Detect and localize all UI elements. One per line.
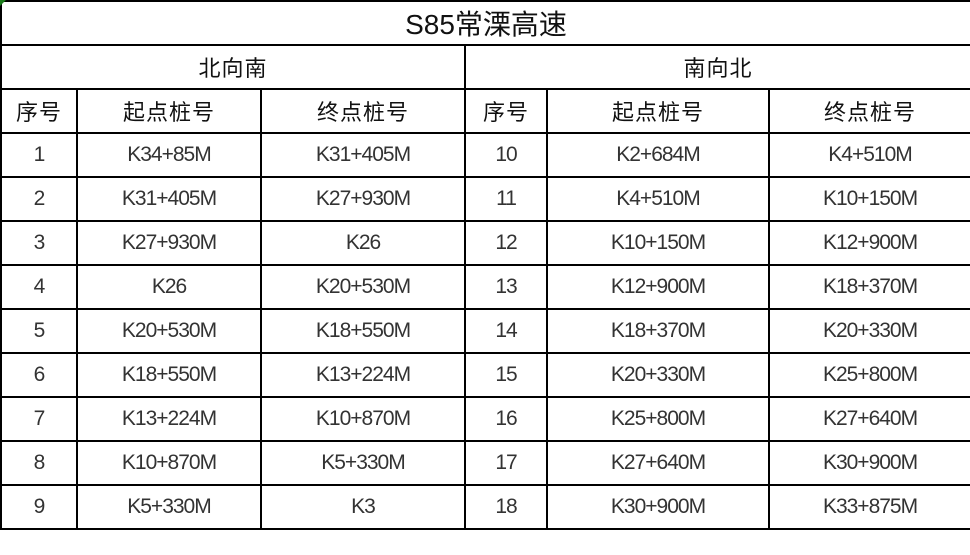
index-cell: 9 <box>0 484 78 530</box>
start-station-cell: K4+510M <box>546 176 770 222</box>
end-station-cell: K12+900M <box>767 220 970 266</box>
start-station-cell: K18+370M <box>546 308 770 354</box>
table-row: 5 K20+530M K18+550M 14 K18+370M K20+330M <box>0 308 970 354</box>
start-station-cell: K10+150M <box>546 220 770 266</box>
start-station-cell: K27+640M <box>546 440 770 486</box>
header-row: 序号 起点桩号 终点桩号 序号 起点桩号 终点桩号 <box>0 88 970 134</box>
header-index: 序号 <box>0 88 78 134</box>
header-end-station: 终点桩号 <box>260 88 466 134</box>
end-station-cell: K5+330M <box>260 440 466 486</box>
start-station-cell: K34+85M <box>76 132 262 178</box>
index-cell: 3 <box>0 220 78 266</box>
start-station-cell: K26 <box>76 264 262 310</box>
start-station-cell: K13+224M <box>76 396 262 442</box>
index-cell: 18 <box>464 484 548 530</box>
table-row: 9 K5+330M K3 18 K30+900M K33+875M <box>0 484 970 530</box>
start-station-cell: K31+405M <box>76 176 262 222</box>
start-station-cell: K5+330M <box>76 484 262 530</box>
title-row: S85常溧高速 <box>0 0 970 46</box>
index-cell: 4 <box>0 264 78 310</box>
start-station-cell: K12+900M <box>546 264 770 310</box>
index-cell: 11 <box>464 176 548 222</box>
end-station-cell: K4+510M <box>767 132 970 178</box>
end-station-cell: K20+330M <box>767 308 970 354</box>
cell-selection-marker <box>0 0 6 6</box>
end-station-cell: K10+870M <box>260 396 466 442</box>
header-index: 序号 <box>464 88 548 134</box>
index-cell: 8 <box>0 440 78 486</box>
start-station-cell: K2+684M <box>546 132 770 178</box>
index-cell: 12 <box>464 220 548 266</box>
start-station-cell: K10+870M <box>76 440 262 486</box>
index-cell: 13 <box>464 264 548 310</box>
end-station-cell: K3 <box>260 484 466 530</box>
table-row: 7 K13+224M K10+870M 16 K25+800M K27+640M <box>0 396 970 442</box>
table-row: 3 K27+930M K26 12 K10+150M K12+900M <box>0 220 970 266</box>
start-station-cell: K20+530M <box>76 308 262 354</box>
end-station-cell: K10+150M <box>767 176 970 222</box>
header-start-station: 起点桩号 <box>546 88 770 134</box>
end-station-cell: K30+900M <box>767 440 970 486</box>
table-row: 1 K34+85M K31+405M 10 K2+684M K4+510M <box>0 132 970 178</box>
table-row: 4 K26 K20+530M 13 K12+900M K18+370M <box>0 264 970 310</box>
index-cell: 2 <box>0 176 78 222</box>
direction-south-to-north: 南向北 <box>463 44 970 90</box>
end-station-cell: K20+530M <box>260 264 466 310</box>
start-station-cell: K25+800M <box>546 396 770 442</box>
end-station-cell: K18+550M <box>260 308 466 354</box>
end-station-cell: K25+800M <box>767 352 970 398</box>
start-station-cell: K27+930M <box>76 220 262 266</box>
end-station-cell: K18+370M <box>767 264 970 310</box>
index-cell: 6 <box>0 352 78 398</box>
index-cell: 14 <box>464 308 548 354</box>
start-station-cell: K30+900M <box>546 484 770 530</box>
index-cell: 1 <box>0 132 78 178</box>
table-row: 8 K10+870M K5+330M 17 K27+640M K30+900M <box>0 440 970 486</box>
direction-north-to-south: 北向南 <box>0 44 466 90</box>
table-row: 6 K18+550M K13+224M 15 K20+330M K25+800M <box>0 352 970 398</box>
end-station-cell: K27+640M <box>767 396 970 442</box>
table-row: 2 K31+405M K27+930M 11 K4+510M K10+150M <box>0 176 970 222</box>
start-station-cell: K18+550M <box>76 352 262 398</box>
index-cell: 15 <box>464 352 548 398</box>
index-cell: 17 <box>464 440 548 486</box>
end-station-cell: K33+875M <box>767 484 970 530</box>
index-cell: 5 <box>0 308 78 354</box>
index-cell: 10 <box>464 132 548 178</box>
end-station-cell: K13+224M <box>260 352 466 398</box>
end-station-cell: K31+405M <box>260 132 466 178</box>
index-cell: 7 <box>0 396 78 442</box>
header-end-station: 终点桩号 <box>767 88 970 134</box>
highway-segment-table: S85常溧高速 北向南 南向北 序号 起点桩号 终点桩号 序号 起点桩号 终点桩… <box>0 0 970 530</box>
end-station-cell: K27+930M <box>260 176 466 222</box>
direction-row: 北向南 南向北 <box>0 44 970 90</box>
end-station-cell: K26 <box>260 220 466 266</box>
header-start-station: 起点桩号 <box>76 88 262 134</box>
table-title: S85常溧高速 <box>0 0 970 46</box>
start-station-cell: K20+330M <box>546 352 770 398</box>
index-cell: 16 <box>464 396 548 442</box>
